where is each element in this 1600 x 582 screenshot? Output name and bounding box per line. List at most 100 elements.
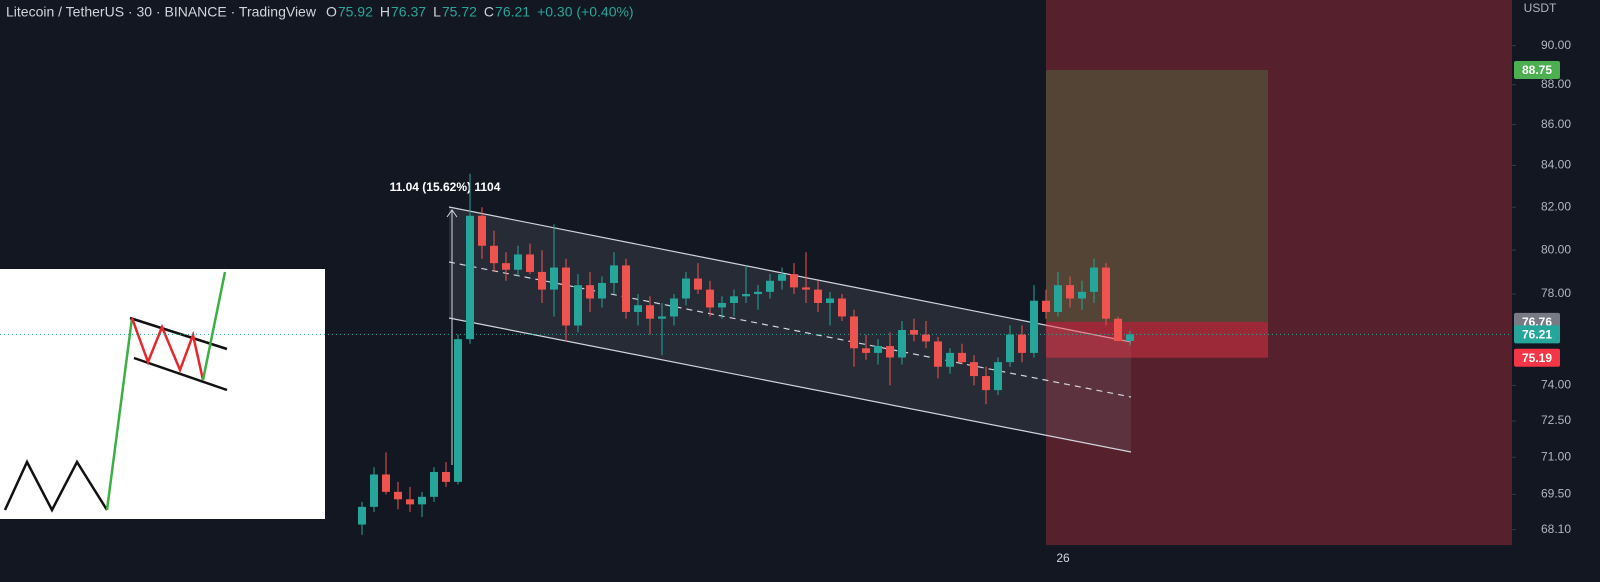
y-tick-label: 86.00 — [1541, 117, 1571, 131]
candle-body — [910, 330, 918, 335]
candle-body — [478, 215, 486, 246]
ohlc-value: 76.21 — [495, 4, 530, 20]
channel-lower — [448, 317, 1132, 453]
candle-body — [502, 263, 510, 270]
candle-body — [922, 334, 930, 342]
candle-body — [418, 496, 426, 505]
candle-body — [946, 352, 954, 367]
profit-zone — [1046, 69, 1268, 322]
candle-body — [1030, 300, 1038, 353]
ohlc-label: H — [380, 4, 390, 20]
candle-body — [694, 278, 702, 290]
y-tick-label: 71.00 — [1541, 449, 1571, 463]
candle-body — [562, 267, 570, 326]
candle-body — [934, 341, 942, 367]
header: Litecoin / TetherUS · 30 · BINANCE · Tra… — [6, 4, 634, 20]
candle-body — [994, 362, 1002, 391]
inset-zigzag — [3, 459, 109, 513]
candle-body — [790, 274, 798, 288]
y-tick-label: 88.00 — [1541, 77, 1571, 91]
candle-body — [610, 265, 618, 283]
candle-body — [1078, 291, 1086, 299]
inset-flag-zigzag — [130, 317, 205, 381]
candle-body — [778, 274, 786, 281]
candle-body — [1042, 300, 1050, 312]
price-marker — [1514, 348, 1560, 367]
price-marker — [1514, 325, 1560, 344]
y-tick-label: 84.00 — [1541, 158, 1571, 172]
candle-body — [406, 499, 414, 505]
candle-body — [634, 305, 642, 312]
candle-body — [550, 267, 558, 290]
price-axis-panel — [1512, 0, 1600, 582]
price-marker-label: 88.75 — [1522, 63, 1552, 77]
ohlc-value: 75.92 — [338, 4, 373, 20]
candle-body — [586, 285, 594, 299]
ohlc-change: +0.30 (+0.40%) — [537, 4, 634, 20]
candle-body — [754, 291, 762, 295]
y-tick-label: 74.00 — [1541, 378, 1571, 392]
candle-body — [1114, 318, 1122, 341]
candle-body — [970, 362, 978, 377]
y-tick-label: 82.00 — [1541, 199, 1571, 213]
candle-body — [850, 316, 858, 349]
candle-body — [766, 280, 774, 292]
candles — [358, 173, 1134, 535]
candle-body — [1102, 267, 1110, 319]
candle-body — [838, 298, 846, 317]
ohlc-values: O 75.92 H 76.37 L 75.72 C 76.21 +0.30 (+0.40%) — [326, 4, 634, 20]
candle-body — [622, 265, 630, 312]
x-tick-label: 26 — [1056, 551, 1070, 565]
loss-zone — [1046, 321, 1268, 358]
candle-body — [1126, 334, 1134, 341]
candle-body — [802, 287, 810, 290]
ohlc-value: 76.37 — [391, 4, 426, 20]
candle-body — [670, 298, 678, 317]
candle-body — [490, 245, 498, 264]
y-tick-label: 68.10 — [1541, 522, 1571, 536]
ohlc-label: O — [326, 4, 337, 20]
candle-body — [730, 296, 738, 303]
inset-breakout — [201, 271, 227, 381]
candle-body — [1006, 334, 1014, 363]
candle-body — [718, 302, 726, 308]
candle-body — [898, 330, 906, 358]
y-tick-label: 78.00 — [1541, 286, 1571, 300]
candle-body — [370, 474, 378, 507]
inset-panel — [0, 269, 325, 519]
candle-body — [514, 254, 522, 270]
candle-body — [394, 491, 402, 500]
candle-body — [874, 346, 882, 353]
inset-pole — [105, 317, 134, 511]
y-tick-label: 80.00 — [1541, 242, 1571, 256]
price-marker-label: 75.19 — [1522, 351, 1552, 365]
candle-body — [598, 282, 606, 299]
axis-unit: USDT — [1524, 1, 1557, 15]
inset-flag-bottom — [133, 356, 228, 392]
candle-body — [382, 474, 390, 492]
candle-body — [814, 289, 822, 303]
candle-body — [454, 339, 462, 482]
candle-body — [886, 346, 894, 358]
price-axis: 90.00 88.00 86.00 84.00 82.00 80.00 78.00 74.00… — [1512, 38, 1571, 536]
candle-body — [862, 348, 870, 353]
candle-body — [826, 298, 834, 303]
candle-body — [1018, 334, 1026, 353]
measure: 11.04 (15.62%) 1104 — [390, 180, 501, 465]
candle-body — [358, 506, 366, 525]
ohlc-label: C — [484, 4, 494, 20]
ohlc-label: L — [433, 4, 441, 20]
inset-diagram — [0, 269, 325, 519]
y-tick-label: 69.50 — [1541, 486, 1571, 500]
candle-body — [430, 471, 438, 497]
candle-body — [982, 376, 990, 391]
candle-body — [682, 278, 690, 299]
candle-body — [466, 215, 474, 340]
candle-body — [1066, 285, 1074, 299]
candle-body — [526, 254, 534, 272]
price-marker — [1514, 60, 1560, 79]
y-tick-label: 90.00 — [1541, 38, 1571, 52]
candle-body — [442, 471, 450, 482]
